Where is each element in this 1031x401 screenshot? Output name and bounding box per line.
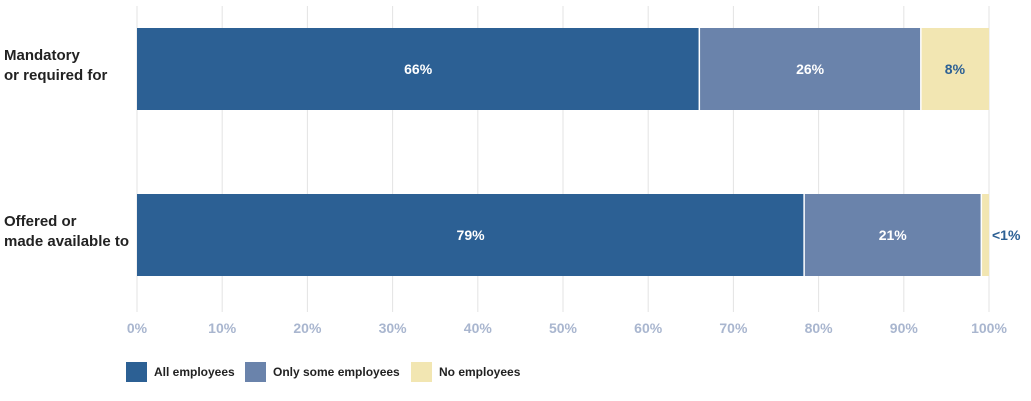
legend-swatch	[411, 362, 432, 382]
bar-value-label: 8%	[945, 61, 966, 77]
bar-value-label: 66%	[404, 61, 433, 77]
x-tick-label: 10%	[208, 320, 237, 336]
legend-swatch	[245, 362, 266, 382]
bar-segment	[137, 28, 700, 110]
bar-segment	[920, 28, 989, 110]
category-labels: Mandatory or required for Offered or made a…	[4, 47, 129, 250]
legend-label: No employees	[439, 365, 521, 379]
x-tick-label: 90%	[890, 320, 919, 336]
legend-swatch	[126, 362, 147, 382]
bar-value-label: 21%	[879, 227, 908, 243]
x-tick-label: 0%	[127, 320, 148, 336]
bar-segment	[137, 194, 805, 276]
legend-label: All employees	[154, 365, 235, 379]
category-label: Mandatory or required for	[4, 47, 108, 84]
bar-value-label: 79%	[457, 227, 486, 243]
category-label: Offered or made available to	[4, 213, 129, 250]
x-tick-label: 80%	[805, 320, 834, 336]
x-tick-label: 30%	[379, 320, 408, 336]
bar-value-label: 26%	[796, 61, 825, 77]
x-tick-label: 100%	[971, 320, 1007, 336]
bar-segment	[699, 28, 921, 110]
x-tick-label: 50%	[549, 320, 578, 336]
bar-segment	[804, 194, 982, 276]
bar-value-label: <1%	[992, 227, 1021, 243]
x-tick-label: 20%	[293, 320, 322, 336]
bar-segment	[981, 194, 989, 276]
x-tick-label: 60%	[634, 320, 663, 336]
x-axis-tick-labels: 0% 10% 20% 30% 40% 50% 60% 70% 80% 90% 100%	[127, 320, 1008, 336]
legend: All employees Only some employees No emplo…	[126, 362, 521, 382]
legend-label: Only some employees	[273, 365, 400, 379]
bar-labels: 66% 26% 8% 79% 21% <1%	[404, 61, 1021, 243]
x-tick-label: 40%	[464, 320, 493, 336]
bars	[137, 28, 989, 276]
x-tick-label: 70%	[719, 320, 748, 336]
